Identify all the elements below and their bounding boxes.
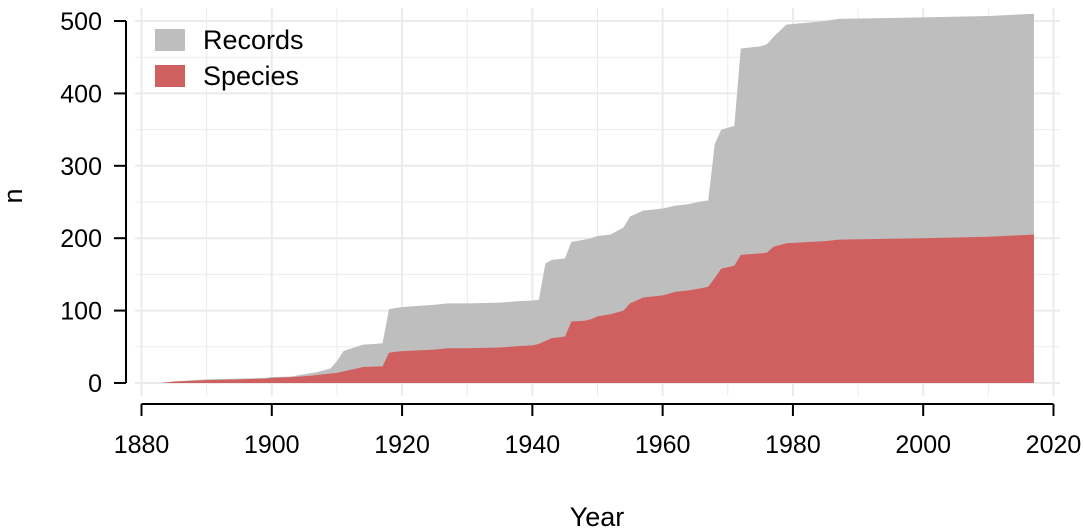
x-axis: 1880 1900 1920 1940 1960 1980 2000 2020 [114, 403, 1082, 459]
y-tick-label: 0 [88, 370, 102, 398]
x-tick-label: 2000 [895, 431, 951, 459]
series-areas [161, 13, 1034, 383]
y-tick-label: 100 [60, 298, 102, 326]
x-tick-label: 1940 [505, 431, 561, 459]
x-tick-label: 1980 [765, 431, 821, 459]
x-tick-label: 1920 [374, 431, 430, 459]
y-tick-label: 200 [60, 225, 102, 253]
legend-label-species: Species [203, 61, 299, 91]
legend-swatch-records [155, 29, 185, 51]
y-axis: 0 100 200 300 400 500 [60, 8, 127, 398]
x-tick-label: 1880 [114, 431, 170, 459]
legend-swatch-species [155, 65, 185, 87]
legend-label-records: Records [203, 25, 304, 55]
series-area-species [161, 234, 1034, 383]
y-tick-label: 300 [60, 153, 102, 181]
x-tick-label: 2020 [1026, 431, 1082, 459]
x-tick-label: 1900 [244, 431, 300, 459]
y-tick-label: 500 [60, 8, 102, 36]
y-axis-title: n [0, 188, 28, 203]
x-tick-label: 1960 [635, 431, 691, 459]
legend: Records Species [155, 25, 304, 91]
x-axis-title: Year [570, 502, 625, 532]
y-tick-label: 400 [60, 80, 102, 108]
